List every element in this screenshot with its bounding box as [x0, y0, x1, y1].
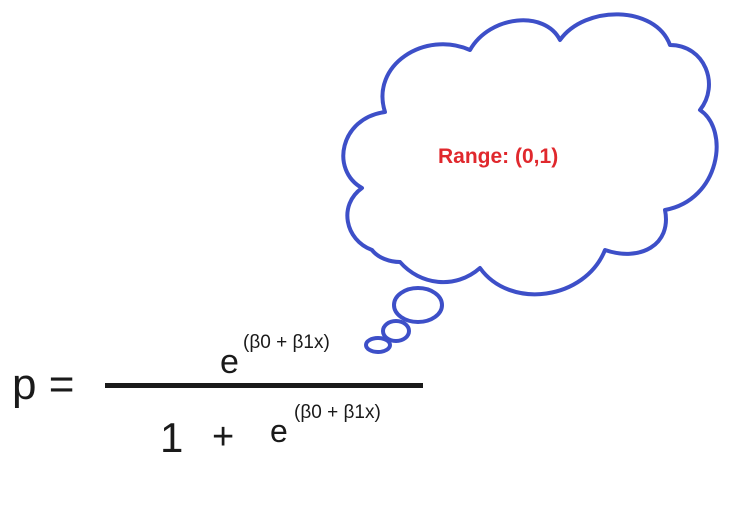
denominator-one: 1 — [160, 414, 184, 461]
range-annotation: Range: (0,1) — [438, 145, 559, 168]
formula-lhs: p = — [12, 360, 75, 409]
thought-dot-medium — [381, 319, 411, 343]
numerator-exponent: (β0 + β1x) — [243, 332, 330, 353]
fraction-bar — [105, 383, 423, 388]
thought-dot-large — [392, 286, 444, 324]
thought-dot-small — [364, 336, 392, 354]
denominator-exponent: (β0 + β1x) — [294, 402, 381, 423]
numerator-e: e — [220, 343, 239, 381]
thought-cloud — [341, 12, 719, 297]
denominator-plus: + — [212, 416, 235, 458]
denominator-e: e — [270, 413, 288, 449]
